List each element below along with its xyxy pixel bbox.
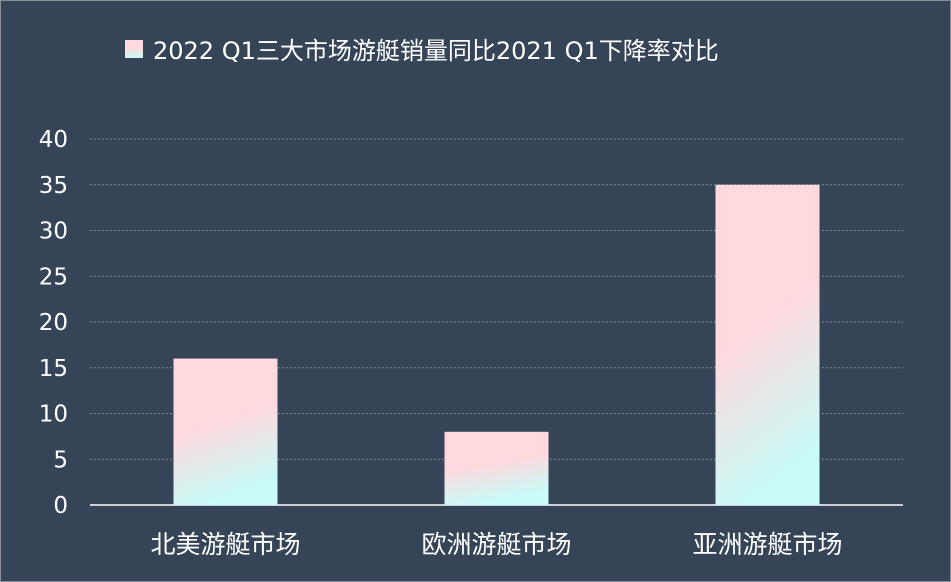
bar [173, 358, 278, 505]
x-category-label: 欧洲游艇市场 [421, 530, 571, 559]
y-tick-label: 30 [39, 219, 68, 245]
y-tick-label: 35 [39, 173, 68, 199]
x-category-label: 亚洲游艇市场 [692, 530, 842, 559]
axis-labels: 0 5 10 15 20 25 30 35 40 北美游艇市场 欧洲游艇市场 亚洲游艇市场 [39, 127, 843, 559]
legend-label: 2022 Q1三大市场游艇销量同比2021 Q1下降率对比 [153, 37, 719, 65]
y-tick-label: 5 [53, 447, 68, 473]
legend: 2022 Q1三大市场游艇销量同比2021 Q1下降率对比 [125, 31, 719, 66]
y-tick-label: 10 [39, 402, 68, 428]
y-tick-label: 40 [39, 127, 68, 153]
x-category-label: 北美游艇市场 [150, 530, 300, 559]
legend-swatch [125, 39, 143, 58]
y-tick-label: 20 [39, 310, 68, 336]
bar [444, 431, 549, 505]
bar [715, 184, 820, 505]
y-tick-label: 0 [53, 493, 68, 519]
y-tick-label: 15 [39, 356, 68, 382]
y-tick-label: 25 [39, 264, 68, 290]
bars [173, 184, 820, 505]
